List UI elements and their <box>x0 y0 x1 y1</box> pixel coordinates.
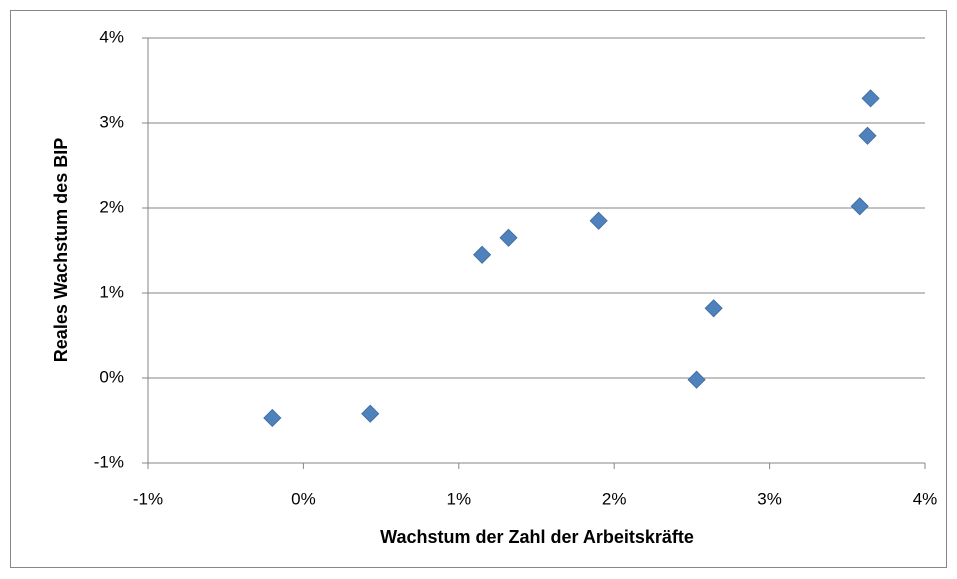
x-tick-label: 4% <box>913 489 938 508</box>
data-point <box>499 228 518 247</box>
data-point <box>858 126 877 145</box>
x-tick-label: 2% <box>602 489 627 508</box>
x-axis-title: Wachstum der Zahl der Arbeitskräfte <box>380 527 694 547</box>
data-point <box>589 211 608 230</box>
data-point <box>361 404 380 423</box>
data-point <box>850 197 869 216</box>
data-point <box>861 89 880 108</box>
x-tick-label: -1% <box>133 489 163 508</box>
y-tick-label: 4% <box>99 27 124 46</box>
data-point <box>704 299 723 318</box>
data-point <box>473 245 492 264</box>
data-point <box>263 408 282 428</box>
x-tick-label: 1% <box>447 489 472 508</box>
y-tick-label: 3% <box>99 112 124 131</box>
y-tick-label: 1% <box>99 282 124 301</box>
x-tick-label: 3% <box>757 489 782 508</box>
x-tick-label: 0% <box>291 489 316 508</box>
y-tick-label: 2% <box>99 197 124 216</box>
y-axis-title: Reales Wachstum des BIP <box>51 138 71 362</box>
data-point <box>687 370 706 389</box>
y-tick-label: 0% <box>99 367 124 386</box>
y-tick-label: -1% <box>94 452 124 471</box>
chart-border <box>10 10 947 568</box>
